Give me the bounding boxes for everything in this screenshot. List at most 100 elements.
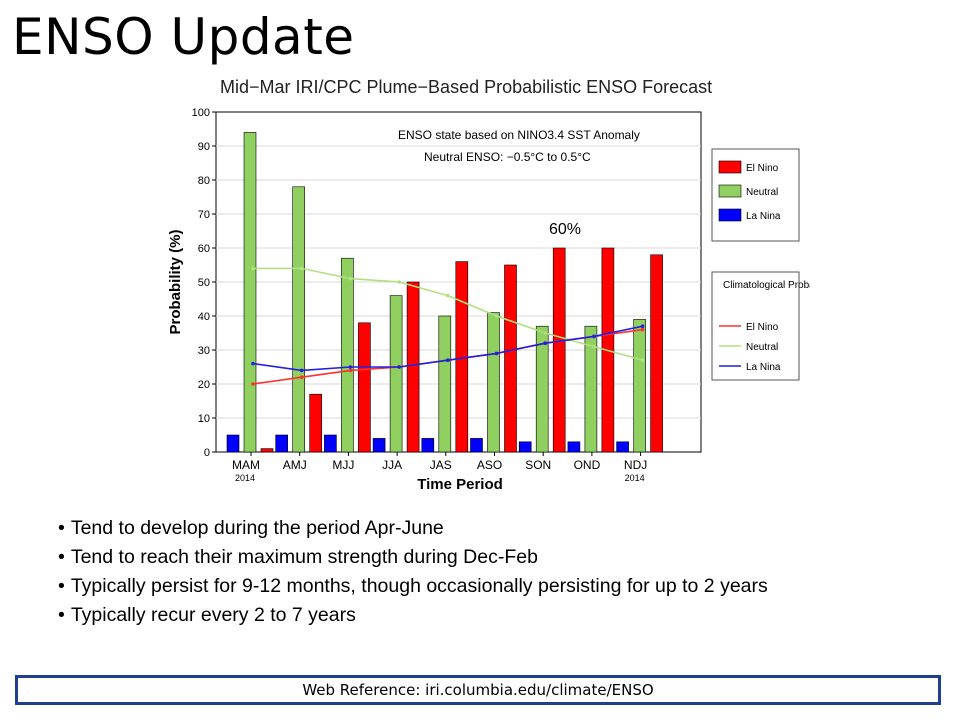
x-tick-label: SON [525,458,551,472]
x-tick-sublabel: 2014 [235,473,255,483]
y-tick-label: 20 [198,379,210,391]
bar-el-nino [260,448,274,453]
bar-el-nino [552,247,566,453]
x-axis-label: Time Period [417,476,503,493]
line-legend-title: Climatological Probability: [723,280,810,291]
line-legend-box [711,271,800,381]
bar-neutral [292,186,305,453]
y-tick-label: 70 [198,209,210,221]
bar-la-nina [275,434,288,453]
legend-label: La Nina [746,211,781,222]
climatology-point-neutral [348,276,353,281]
bar-la-nina [421,438,435,453]
climatology-point-neutral [299,266,304,271]
climatology-point-la-nina [592,334,596,339]
x-tick-label: AMJ [283,458,307,472]
climatology-point-el-nino [251,382,255,386]
bullet-item: Typically recur every 2 to 7 years [58,601,768,630]
bar-neutral [438,315,452,453]
bar-neutral [487,312,500,453]
climatology-point-la-nina [640,324,645,328]
bar-el-nino [650,254,663,453]
y-tick-label: 80 [198,175,210,187]
bullet-item: Tend to develop during the period Apr-Ju… [58,514,768,543]
bar-neutral [243,132,257,453]
bar-la-nina [226,434,240,453]
lines-layer [251,266,645,386]
bar-el-nino [455,261,469,453]
enso-forecast-chart: Mid−Mar IRI/CPC Plume−Based Probabilisti… [167,77,810,493]
climatology-point-neutral [592,344,596,349]
climatology-point-la-nina [543,341,547,346]
bar-neutral [633,319,646,453]
x-tick-sublabel: 2014 [625,473,645,483]
legend-swatch [718,208,742,222]
climatology-point-el-nino [640,327,645,332]
climatology-point-la-nina [494,351,499,356]
climatology-point-la-nina [251,361,255,366]
x-tick-label: OND [574,458,601,472]
climatology-point-neutral [446,293,450,298]
bar-la-nina [518,441,532,453]
legend-label: Neutral [746,187,778,198]
y-tick-label: 90 [198,141,210,153]
y-tick-label: 0 [204,447,210,459]
bar-la-nina [324,434,337,453]
bar-la-nina [372,438,386,453]
y-tick-label: 40 [198,311,210,323]
legend-swatch [718,160,742,174]
x-tick-label: ASO [477,458,502,472]
bar-neutral [389,295,403,453]
legend-line-label: Neutral [746,342,778,353]
bar-neutral [584,325,598,453]
bar-el-nino [358,322,371,453]
climatology-point-la-nina [446,358,450,363]
bar-el-nino [406,281,420,453]
chart-title: Mid−Mar IRI/CPC Plume−Based Probabilisti… [220,77,712,97]
line-legend: El Nino Neutral La Nina [719,322,781,373]
bullet-list: Tend to develop during the period Apr-Ju… [58,514,768,630]
annotation-line-2: Neutral ENSO: −0.5°C to 0.5°C [424,150,591,164]
annotation-line-1: ENSO state based on NINO3.4 SST Anomaly [398,128,640,142]
climatology-point-neutral [397,280,401,284]
bar-legend: El Nino Neutral La Nina [718,160,781,222]
y-tick-label: 30 [198,345,210,357]
bar-la-nina [470,438,483,453]
bar-la-nina [616,441,629,453]
callout-label: 60% [549,221,581,238]
legend-label: El Nino [746,163,779,174]
climatology-point-neutral [251,266,255,271]
x-tick-label: JAS [430,458,452,472]
bar-neutral [341,257,354,453]
bullet-item: Tend to reach their maximum strength dur… [58,543,768,572]
climatology-point-neutral [640,358,645,363]
climatology-point-la-nina [348,365,353,369]
x-tick-label: NDJ [624,458,647,472]
x-tick-label: JJA [382,458,402,472]
bar-neutral [535,325,549,453]
climatology-point-neutral [494,314,499,318]
bullet-item: Typically persist for 9-12 months, thoug… [58,572,768,601]
climatology-point-el-nino [348,368,353,373]
legend-swatch [718,184,742,198]
bar-el-nino [309,393,322,453]
y-axis-label: Probability (%) [167,229,184,334]
x-tick-label: MJJ [332,458,354,472]
x-tick-label: MAM [232,458,260,472]
legend-line-label: La Nina [746,362,781,373]
y-tick-label: 10 [198,413,210,425]
climatology-point-la-nina [397,365,401,369]
y-tick-label: 50 [198,277,210,289]
bars-layer [226,132,663,453]
climatology-point-la-nina [299,368,304,373]
bar-la-nina [567,441,581,453]
web-reference: Web Reference: iri.columbia.edu/climate/… [15,675,941,705]
climatology-point-neutral [543,331,547,335]
slide-title: ENSO Update [12,8,355,66]
climatology-point-el-nino [299,375,304,380]
y-tick-label: 100 [192,107,210,119]
bar-el-nino [504,264,517,453]
legend-line-label: El Nino [746,322,779,333]
y-tick-label: 60 [198,243,210,255]
